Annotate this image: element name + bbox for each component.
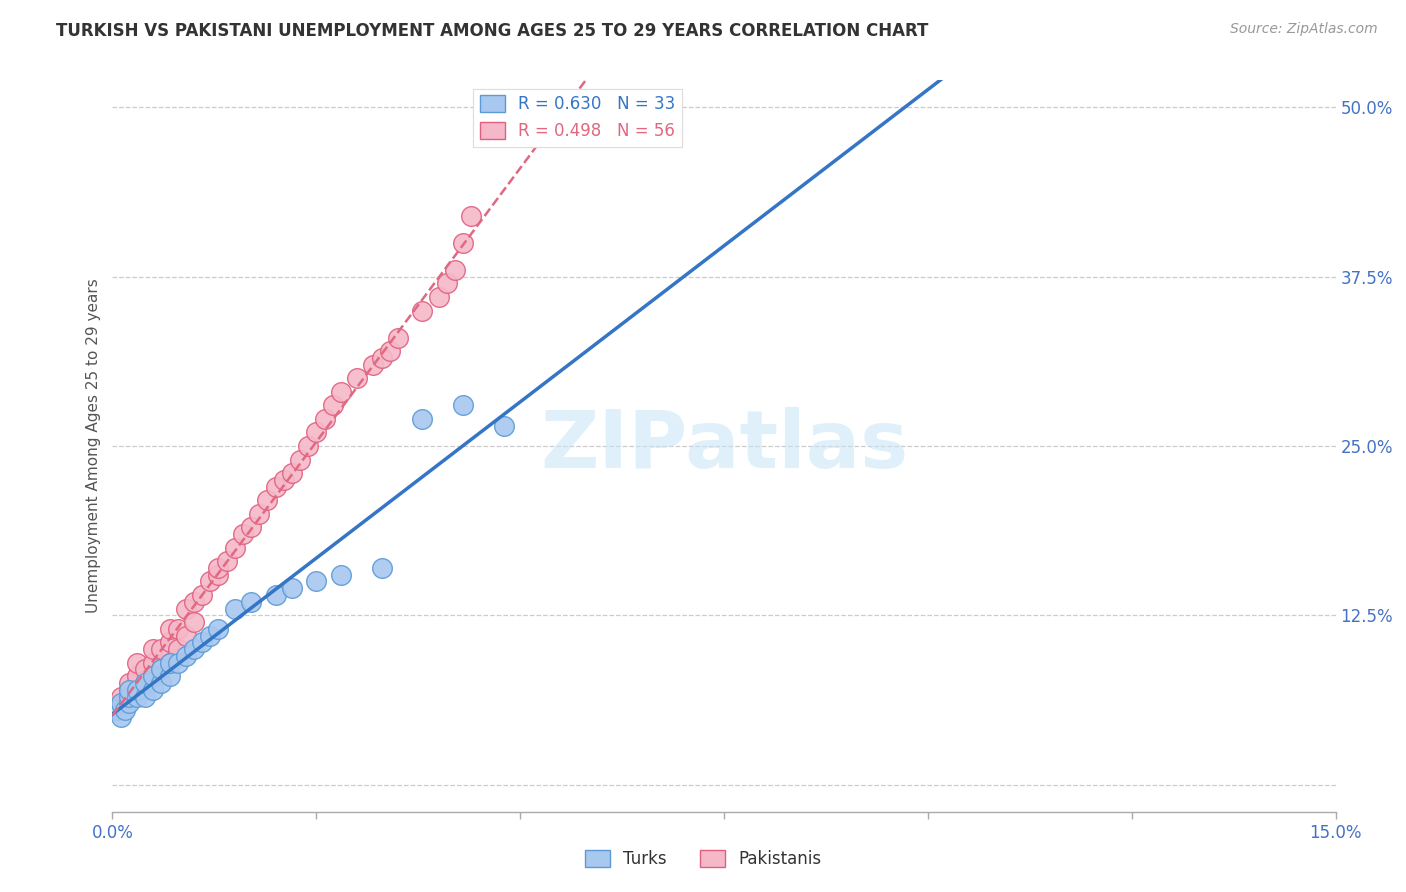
Point — [451, 235, 474, 250]
Y-axis label: Unemployment Among Ages 25 to 29 years: Unemployment Among Ages 25 to 29 years — [86, 278, 101, 614]
Point — [314, 412, 336, 426]
Point — [134, 663, 156, 677]
Point — [166, 642, 188, 657]
Point — [118, 697, 141, 711]
Point — [110, 710, 132, 724]
Point — [125, 690, 148, 704]
Text: Source: ZipAtlas.com: Source: ZipAtlas.com — [1230, 22, 1378, 37]
Point — [411, 303, 433, 318]
Point — [142, 642, 165, 657]
Point — [346, 371, 368, 385]
Legend: R = 0.630   N = 33, R = 0.498   N = 56: R = 0.630 N = 33, R = 0.498 N = 56 — [472, 88, 682, 146]
Point — [125, 669, 148, 683]
Point — [118, 690, 141, 704]
Point — [125, 682, 148, 697]
Point — [329, 384, 352, 399]
Point — [183, 595, 205, 609]
Point — [370, 561, 392, 575]
Text: TURKISH VS PAKISTANI UNEMPLOYMENT AMONG AGES 25 TO 29 YEARS CORRELATION CHART: TURKISH VS PAKISTANI UNEMPLOYMENT AMONG … — [56, 22, 928, 40]
Point — [110, 697, 132, 711]
Point — [200, 574, 222, 589]
Point — [460, 209, 482, 223]
Point — [492, 418, 515, 433]
Point — [288, 452, 311, 467]
Point — [118, 682, 141, 697]
Point — [150, 676, 173, 690]
Point — [240, 520, 263, 534]
Point — [378, 344, 401, 359]
Point — [297, 439, 319, 453]
Point — [142, 669, 165, 683]
Point — [322, 398, 344, 412]
Point — [183, 642, 205, 657]
Point — [166, 656, 188, 670]
Point — [159, 656, 181, 670]
Point — [232, 527, 254, 541]
Point — [118, 682, 141, 697]
Point — [114, 697, 136, 711]
Point — [159, 622, 181, 636]
Point — [363, 358, 385, 372]
Point — [174, 601, 197, 615]
Point — [273, 473, 295, 487]
Point — [224, 601, 246, 615]
Point — [150, 663, 173, 677]
Point — [215, 554, 238, 568]
Point — [174, 648, 197, 663]
Point — [207, 561, 229, 575]
Point — [370, 351, 392, 365]
Point — [134, 676, 156, 690]
Point — [427, 290, 450, 304]
Point — [105, 703, 128, 717]
Point — [411, 412, 433, 426]
Point — [105, 703, 128, 717]
Point — [281, 581, 304, 595]
Point — [329, 567, 352, 582]
Point — [436, 277, 458, 291]
Point — [444, 263, 467, 277]
Point — [281, 466, 304, 480]
Point — [150, 663, 173, 677]
Legend: Turks, Pakistanis: Turks, Pakistanis — [578, 843, 828, 875]
Point — [224, 541, 246, 555]
Point — [207, 622, 229, 636]
Point — [264, 480, 287, 494]
Point — [264, 588, 287, 602]
Point — [183, 615, 205, 629]
Point — [142, 682, 165, 697]
Point — [142, 656, 165, 670]
Point — [159, 656, 181, 670]
Point — [125, 656, 148, 670]
Point — [305, 574, 328, 589]
Point — [134, 676, 156, 690]
Point — [134, 690, 156, 704]
Point — [451, 398, 474, 412]
Point — [159, 669, 181, 683]
Point — [256, 493, 278, 508]
Point — [174, 629, 197, 643]
Point — [387, 331, 409, 345]
Point — [118, 676, 141, 690]
Point — [118, 690, 141, 704]
Point — [114, 703, 136, 717]
Point — [247, 507, 270, 521]
Point — [166, 622, 188, 636]
Point — [142, 669, 165, 683]
Point — [200, 629, 222, 643]
Point — [207, 567, 229, 582]
Point — [110, 697, 132, 711]
Point — [159, 635, 181, 649]
Point — [150, 642, 173, 657]
Point — [110, 690, 132, 704]
Point — [305, 425, 328, 440]
Point — [125, 682, 148, 697]
Point — [191, 635, 214, 649]
Point — [240, 595, 263, 609]
Point — [191, 588, 214, 602]
Text: ZIPatlas: ZIPatlas — [540, 407, 908, 485]
